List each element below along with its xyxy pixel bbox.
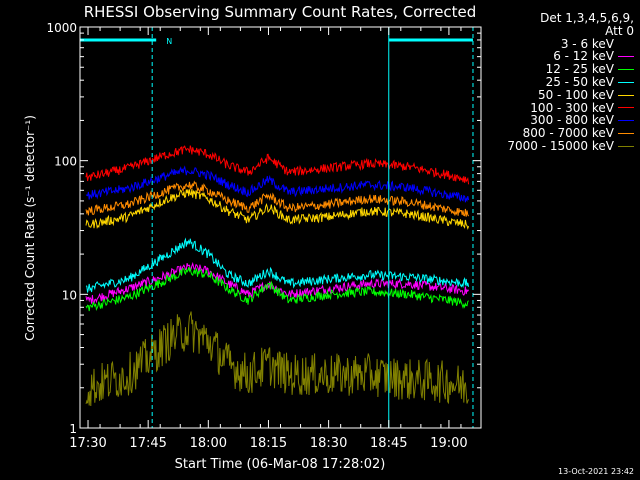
x-tick-label-3: 18:15 [250, 436, 287, 451]
legend-entry: 25 - 50 keV [482, 76, 634, 89]
legend-entry-swatch [618, 120, 634, 122]
series-line-5 [85, 189, 470, 230]
legend-entry-swatch [618, 56, 634, 58]
legend-entry-label: 12 - 25 keV [545, 62, 614, 77]
legend-entry-label: 300 - 800 keV [530, 113, 614, 128]
legend-entry-swatch [618, 69, 634, 71]
legend-entry-label: 50 - 100 keV [537, 87, 614, 102]
x-tick-label-2: 18:00 [190, 436, 227, 451]
chart-title: RHESSI Observing Summary Count Rates, Co… [84, 3, 477, 21]
legend-header-line-2: Att 0 [605, 23, 634, 38]
legend-entry-label: 800 - 7000 keV [522, 126, 614, 141]
legend-entry: 12 - 25 keV [482, 63, 634, 76]
y-tick-label-0: 1 [69, 422, 77, 436]
legend-entry-label: 25 - 50 keV [545, 74, 614, 89]
legend-entry: 6 - 12 keV [482, 50, 634, 63]
legend-entry: 300 - 800 keV [482, 114, 634, 127]
plot-area: N [80, 27, 474, 428]
legend-entry-label: 6 - 12 keV [553, 49, 614, 64]
series-line-7 [85, 165, 470, 203]
footer-timestamp: 13-Oct-2021 23:42 [558, 467, 634, 476]
legend-entry-label: 3 - 6 keV [560, 36, 614, 51]
y-tick-label-1: 10 [62, 288, 77, 302]
y-axis-label: Corrected Count Rate (s⁻¹ detector⁻¹) [23, 115, 37, 341]
series-line-4 [85, 237, 470, 293]
x-tick-label-5: 18:45 [370, 436, 407, 451]
legend-entry: 800 - 7000 keV [482, 127, 634, 140]
legend-entry-swatch [618, 145, 634, 147]
legend-entry: 7000 - 15000 keV [482, 140, 634, 153]
series-line-3 [85, 266, 469, 312]
annotation-label-0: N [166, 37, 172, 46]
legend-entry: 3 - 6 keV [482, 36, 634, 51]
series-line-6 [85, 145, 470, 185]
y-tick-label-3: 1000 [46, 21, 77, 35]
x-tick-label-0: 17:30 [69, 436, 106, 451]
legend-entry-swatch [618, 81, 634, 83]
series-line-1 [85, 270, 470, 371]
legend-entry-swatch [618, 133, 634, 135]
legend-entry-swatch [618, 107, 634, 109]
legend-entries: 3 - 6 keV 6 - 12 keV 12 - 25 keV 25 - 50 ke… [482, 36, 634, 153]
series-line-9 [85, 311, 470, 407]
legend-entry-swatch [618, 43, 634, 45]
legend-entry-label: 100 - 300 keV [530, 100, 614, 115]
x-tick-label-1: 17:45 [129, 436, 166, 451]
x-axis-label: Start Time (06-Mar-08 17:28:02) [175, 457, 386, 472]
y-tick-label-2: 100 [54, 155, 77, 169]
legend-entry-label: 7000 - 15000 keV [507, 138, 614, 153]
chart-legend: Det 1,3,4,5,6,9, Att 0 3 - 6 keV 6 - 12 k… [482, 12, 634, 153]
legend-header-line-1: Det 1,3,4,5,6,9, [540, 11, 634, 25]
axes: 1 10 100 1000 17:30 17:45 18:00 18:15 18:30 18:45… [46, 21, 482, 451]
legend-entry: 50 - 100 keV [482, 87, 634, 102]
x-tick-label-6: 19:00 [430, 436, 467, 451]
series-line-8 [85, 180, 470, 217]
legend-entry: 100 - 300 keV [482, 100, 634, 115]
x-tick-label-4: 18:30 [310, 436, 347, 451]
legend-entry-swatch [618, 94, 634, 96]
